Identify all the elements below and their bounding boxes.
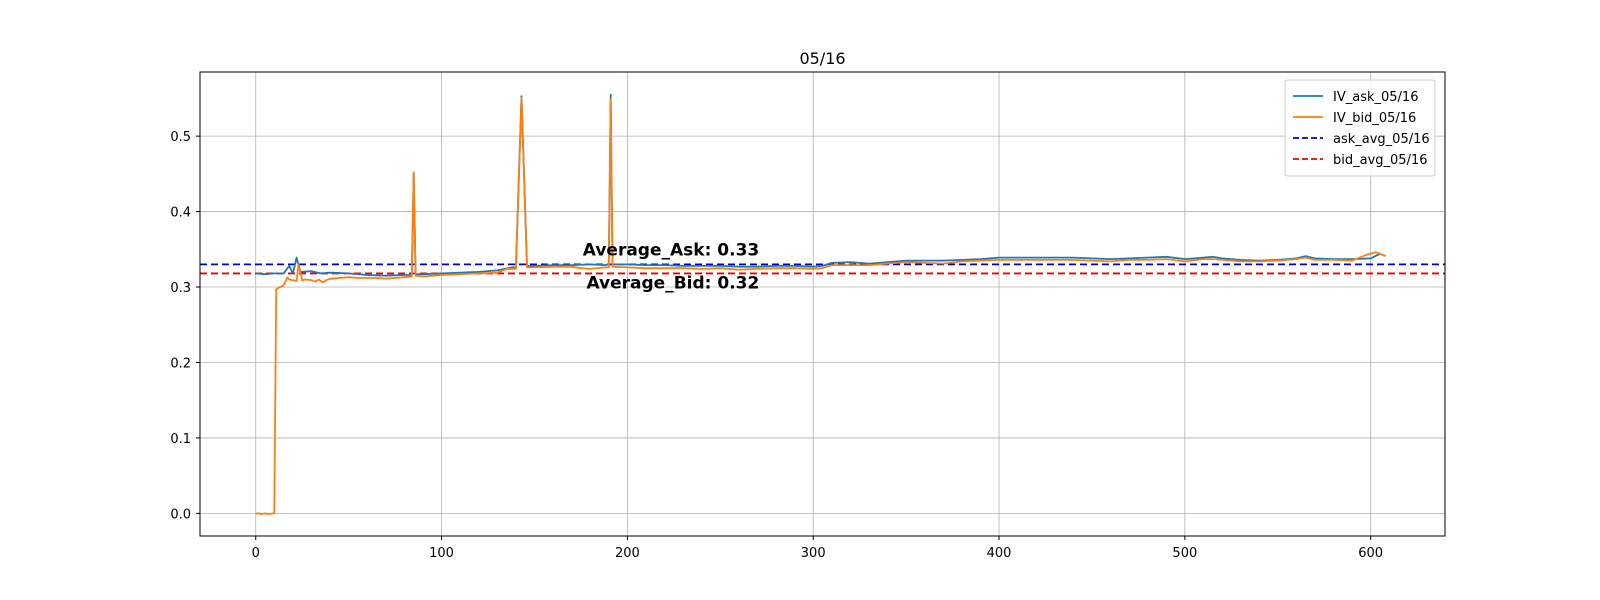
x-tick-label: 500 xyxy=(1172,546,1197,561)
legend-label: IV_bid_05/16 xyxy=(1333,111,1416,126)
y-tick-label: 0.3 xyxy=(170,281,191,296)
x-tick-label: 300 xyxy=(801,546,826,561)
x-tick-label: 100 xyxy=(429,546,454,561)
x-tick-label: 0 xyxy=(252,546,260,561)
y-tick-label: 0.5 xyxy=(170,130,191,145)
y-tick-label: 0.1 xyxy=(170,432,191,447)
annotations: Average_Ask: 0.33 Average_Bid: 0.32 xyxy=(583,240,760,293)
series-line-iv-bid-05-16 xyxy=(255,96,1386,515)
annotation-label: Average_Ask: 0.33 xyxy=(583,240,759,260)
plot-frame xyxy=(199,71,1446,537)
grid xyxy=(200,72,1445,536)
y-tick-label: 0.4 xyxy=(170,206,191,221)
x-tick-label: 600 xyxy=(1358,546,1383,561)
annotation-label: Average_Bid: 0.32 xyxy=(587,274,760,294)
legend-label: ask_avg_05/16 xyxy=(1333,132,1430,147)
legend-box xyxy=(1284,79,1436,177)
legend-label: bid_avg_05/16 xyxy=(1333,153,1428,168)
series-line-iv-ask-05-16 xyxy=(255,93,1386,277)
x-tick-label: 400 xyxy=(987,546,1012,561)
ticks: 0 100 200 300 400 500 600 0.0 0.1 0.2 0.3 0.4 0.5 xyxy=(170,130,1383,561)
average-lines xyxy=(200,263,1445,275)
y-tick-label: 0.0 xyxy=(170,507,191,522)
chart-title: 05/16 xyxy=(799,49,845,68)
legend: IV_ask_05/16 IV_bid_05/16 ask_avg_05/16bid… xyxy=(1284,79,1436,177)
series-lines xyxy=(255,93,1386,515)
legend-label: IV_ask_05/16 xyxy=(1333,90,1418,105)
y-tick-label: 0.2 xyxy=(170,356,191,371)
x-tick-label: 200 xyxy=(615,546,640,561)
